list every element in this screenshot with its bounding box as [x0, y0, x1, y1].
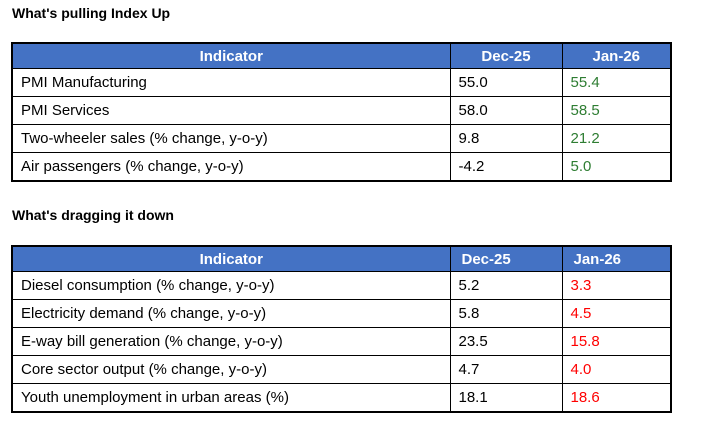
indicator-cell: Diesel consumption (% change, y-o-y): [11, 271, 451, 300]
indicator-cell: PMI Services: [11, 96, 451, 125]
jan26-value: 4.0: [561, 355, 672, 384]
dec25-value: 9.8: [449, 124, 563, 153]
column-header-indicator: Indicator: [11, 245, 451, 272]
header-row: Indicator Dec-25 Jan-26: [11, 245, 672, 272]
jan26-value: 58.5: [561, 96, 672, 125]
indicator-cell: E-way bill generation (% change, y-o-y): [11, 327, 451, 356]
jan26-value: 55.4: [561, 68, 672, 97]
indicator-cell: Core sector output (% change, y-o-y): [11, 355, 451, 384]
jan26-value: 21.2: [561, 124, 672, 153]
column-header-jan26: Jan-26: [561, 245, 672, 272]
table-row: Diesel consumption (% change, y-o-y) 5.2…: [11, 271, 672, 300]
dec25-value: 55.0: [449, 68, 563, 97]
table-row: E-way bill generation (% change, y-o-y) …: [11, 327, 672, 356]
indicator-cell: Youth unemployment in urban areas (%): [11, 383, 451, 413]
column-header-jan26: Jan-26: [561, 42, 672, 69]
dragging-down-table: Indicator Dec-25 Jan-26 Diesel consumpti…: [11, 245, 672, 413]
section-title-dragging-down: What's dragging it down: [12, 207, 174, 223]
column-header-indicator: Indicator: [11, 42, 451, 69]
table-row: PMI Manufacturing 55.0 55.4: [11, 68, 672, 97]
dec25-value: 23.5: [449, 327, 563, 356]
table-row: Youth unemployment in urban areas (%) 18…: [11, 383, 672, 413]
table-row: Two-wheeler sales (% change, y-o-y) 9.8 …: [11, 124, 672, 153]
header-row: Indicator Dec-25 Jan-26: [11, 42, 672, 69]
jan26-value: 15.8: [561, 327, 672, 356]
indicator-cell: Two-wheeler sales (% change, y-o-y): [11, 124, 451, 153]
jan26-value: 4.5: [561, 299, 672, 328]
table-row: Air passengers (% change, y-o-y) -4.2 5.…: [11, 152, 672, 182]
table-row: PMI Services 58.0 58.5: [11, 96, 672, 125]
column-header-dec25: Dec-25: [449, 245, 563, 272]
indicator-cell: PMI Manufacturing: [11, 68, 451, 97]
section-title-index-up: What's pulling Index Up: [12, 5, 171, 21]
table-row: Core sector output (% change, y-o-y) 4.7…: [11, 355, 672, 384]
jan26-value: 18.6: [561, 383, 672, 413]
dec25-value: 5.2: [449, 271, 563, 300]
jan26-value: 5.0: [561, 152, 672, 182]
dec25-value: -4.2: [449, 152, 563, 182]
index-up-table: Indicator Dec-25 Jan-26 PMI Manufacturin…: [11, 42, 672, 182]
dec25-value: 4.7: [449, 355, 563, 384]
indicator-cell: Air passengers (% change, y-o-y): [11, 152, 451, 182]
indicator-cell: Electricity demand (% change, y-o-y): [11, 299, 451, 328]
column-header-dec25: Dec-25: [449, 42, 563, 69]
table-row: Electricity demand (% change, y-o-y) 5.8…: [11, 299, 672, 328]
dec25-value: 18.1: [449, 383, 563, 413]
jan26-value: 3.3: [561, 271, 672, 300]
dec25-value: 58.0: [449, 96, 563, 125]
dec25-value: 5.8: [449, 299, 563, 328]
